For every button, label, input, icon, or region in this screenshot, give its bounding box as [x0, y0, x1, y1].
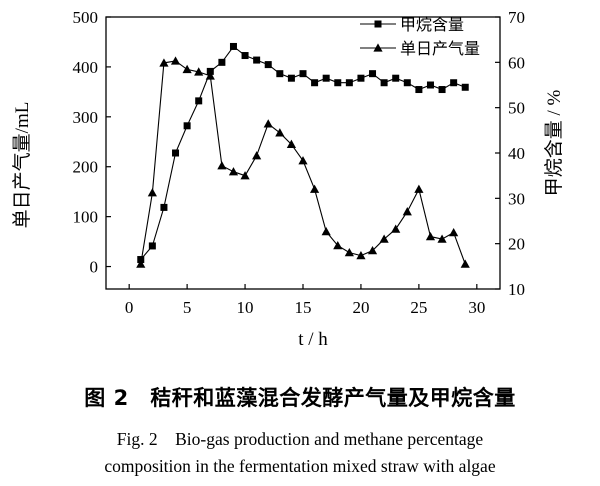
data-point [286, 139, 297, 148]
data-point [415, 86, 423, 94]
data-point [136, 259, 146, 268]
figure-caption-english-line-2: composition in the fermentation mixed st… [104, 456, 496, 476]
series-line [140, 45, 466, 260]
data-point [195, 97, 203, 105]
left-y-tick-label: 200 [73, 158, 99, 177]
axes [105, 16, 501, 290]
x-axis-label: t / h [298, 329, 328, 350]
x-tick-label: 30 [468, 298, 485, 317]
left-y-axis-label: 单日产气量/mL [11, 102, 33, 229]
data-point [344, 247, 354, 257]
tick-labels: 0 5 10 15 20 25 300100200300400500102030405060… [73, 8, 526, 317]
legend-label: 单日产气量 [400, 40, 480, 58]
data-point [426, 81, 434, 89]
data-point [240, 171, 250, 180]
data-point [160, 203, 168, 211]
data-point [369, 70, 377, 78]
data-point [380, 79, 388, 87]
data-point [449, 228, 459, 237]
data-point [402, 207, 412, 216]
legend-marker [373, 43, 383, 52]
data-point [309, 184, 320, 193]
data-point [392, 74, 400, 82]
data-point [425, 231, 436, 241]
series-methane-content [137, 42, 469, 264]
axis-labels: t / h 单日产气量/mL 甲烷含量 / % [11, 90, 565, 350]
data-point [461, 83, 469, 91]
left-y-tick-label: 100 [73, 208, 99, 227]
data-point [299, 70, 307, 78]
data-point [147, 188, 157, 197]
series-daily-gas-production [136, 56, 470, 268]
x-tick-label: 25 [410, 298, 427, 317]
data-point [333, 240, 343, 250]
left-y-tick-label: 500 [73, 8, 99, 27]
right-y-tick-label: 10 [508, 280, 525, 299]
data-point [414, 184, 424, 193]
data-point [183, 122, 191, 130]
data-point [391, 224, 401, 233]
data-point [229, 42, 237, 50]
data-point [298, 156, 308, 165]
data-point [311, 79, 319, 87]
data-point [264, 61, 272, 69]
figure-caption-english-line-1: Fig. 2 Bio-gas production and methane pe… [116, 429, 484, 449]
x-tick-label: 0 [125, 298, 134, 317]
data-point [367, 245, 378, 255]
data-point [252, 151, 262, 160]
left-y-tick-label: 400 [73, 58, 99, 77]
data-point [460, 259, 470, 268]
legend-entry: 甲烷含量 [360, 16, 464, 34]
data-point [182, 64, 192, 74]
data-point [276, 70, 284, 78]
right-y-tick-label: 40 [508, 144, 525, 163]
data-point [205, 71, 215, 80]
data-point [438, 86, 446, 94]
data-point [322, 74, 330, 82]
data-point [241, 52, 249, 60]
data-point [217, 161, 227, 170]
x-tick-label: 20 [352, 298, 369, 317]
data-point [379, 234, 389, 243]
data-point [172, 149, 180, 157]
data-point [228, 167, 239, 176]
figure-caption-chinese: 图 2 秸秆和蓝藻混合发酵产气量及甲烷含量 [84, 386, 516, 410]
x-tick-label: 10 [237, 298, 254, 317]
data-point [159, 58, 169, 67]
legend-marker [374, 20, 382, 28]
left-y-tick-label: 300 [73, 108, 99, 127]
left-y-tick-label: 0 [90, 258, 99, 277]
right-y-tick-label: 30 [508, 189, 525, 208]
series [136, 42, 470, 268]
data-point [218, 58, 226, 66]
legend-label: 甲烷含量 [400, 16, 464, 34]
data-point [437, 234, 447, 243]
data-point [148, 242, 156, 250]
data-point [275, 128, 285, 137]
data-point [321, 227, 331, 236]
right-y-tick-label: 60 [508, 53, 525, 72]
dual-axis-line-chart: 0 5 10 15 20 25 300100200300400500102030405060… [11, 8, 565, 350]
x-tick-label: 5 [183, 298, 192, 317]
right-y-tick-label: 50 [508, 99, 525, 118]
data-point [263, 119, 273, 128]
data-point [253, 56, 261, 64]
right-y-tick-label: 70 [508, 8, 525, 27]
data-point [194, 67, 204, 76]
right-y-axis-label: 甲烷含量 / % [543, 90, 565, 197]
legend-entry: 单日产气量 [360, 40, 480, 58]
data-point [287, 74, 295, 82]
data-point [170, 56, 181, 65]
x-tick-label: 15 [295, 298, 312, 317]
right-y-tick-label: 20 [508, 235, 525, 254]
data-point [345, 79, 353, 87]
data-point [334, 79, 342, 87]
data-point [450, 79, 458, 87]
data-point [357, 74, 365, 82]
data-point [356, 250, 366, 260]
data-point [403, 79, 411, 87]
